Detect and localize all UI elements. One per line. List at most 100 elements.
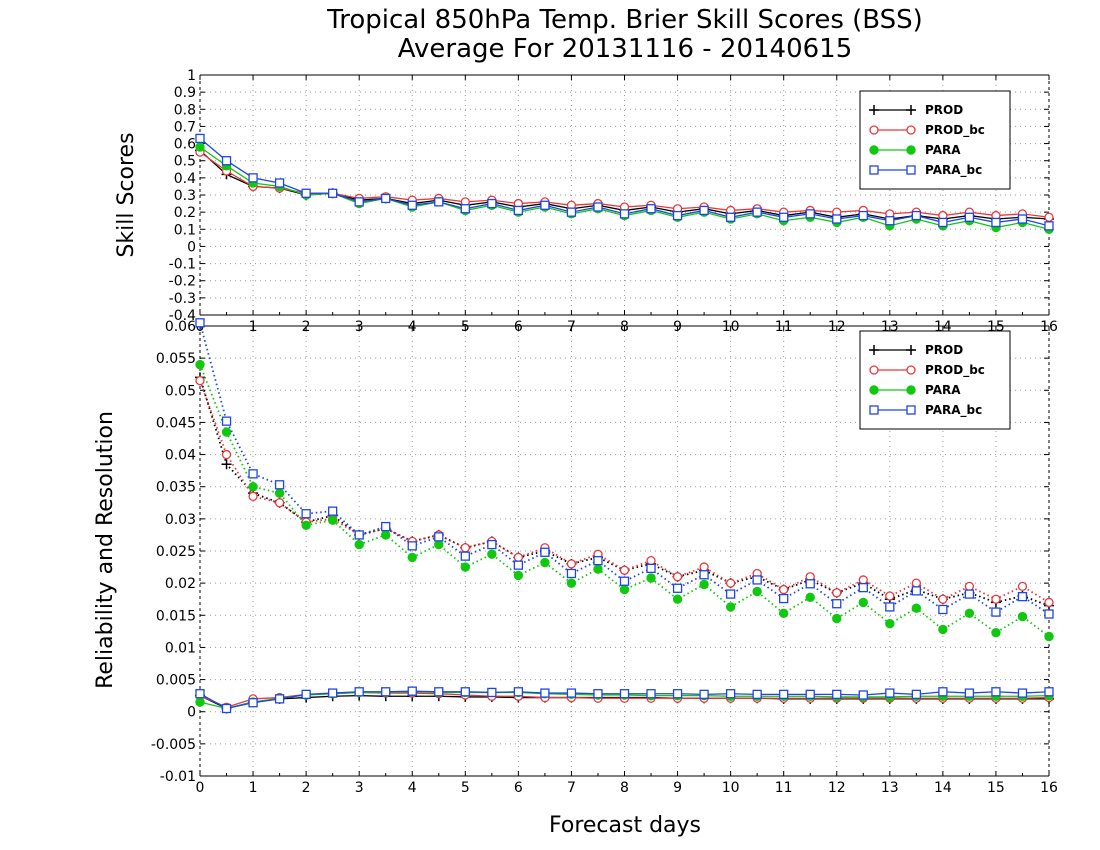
bottom-ytick-label: 0.06 (165, 319, 196, 335)
bottom-point-para (778, 608, 789, 619)
top-legend: PROD PROD_bc PARA PARA_bc (859, 90, 1011, 190)
top-panel-skill-scores: 012345678910111213141516-0.4-0.3-0.2-0.1… (169, 68, 1058, 335)
bottom-point-para_bc (434, 687, 444, 697)
bottom-xtick-label: 12 (828, 780, 846, 796)
top-point-para_bc (301, 188, 311, 198)
top-point-para_bc (434, 197, 444, 207)
bottom-point-para (699, 579, 709, 590)
bottom-point-para (540, 557, 550, 568)
bottom-point-para_bc (540, 547, 550, 557)
top-point-para_bc (699, 205, 709, 216)
bottom-point-prod_bc (911, 578, 921, 588)
bottom-point-prod_bc (672, 572, 683, 582)
bottom-xtick-label: 5 (461, 780, 470, 796)
top-grid (200, 75, 1049, 315)
bottom-point-prod_bc (566, 559, 577, 569)
bottom-ytick-label: 0.005 (156, 673, 196, 689)
top-ytick-label: -0.2 (169, 274, 196, 290)
bottom-point-para_bc (540, 688, 550, 698)
bottom-panel-reliability-resolution: 0 1 2 3 4 5 6 7 8 9 10 11 12 13 14 15 16-0.01-0.00500.00… (151, 318, 1058, 796)
bottom-point-prod_bc (1044, 597, 1054, 608)
top-ytick-label: 0.1 (174, 222, 196, 238)
bottom-point-prod_bc (1017, 581, 1028, 592)
bottom-xtick-label: 3 (355, 780, 364, 796)
bottom-legend-label: PARA (925, 383, 961, 397)
bottom-point-para_bc (858, 582, 868, 593)
bottom-series-para-bc-lower (195, 686, 1054, 714)
top-point-para_bc (540, 200, 550, 210)
top-ytick-label: -0.3 (169, 291, 196, 307)
bottom-point-para_bc (991, 607, 1001, 617)
top-point-para_bc (221, 156, 232, 166)
top-point-para_bc (964, 212, 975, 222)
bottom-point-para_bc (221, 703, 232, 714)
top-ytick-label: 0.6 (174, 137, 196, 153)
bottom-ytick-label: 0.025 (156, 544, 196, 560)
bottom-xtick-label: 7 (567, 780, 576, 796)
chart-title-line1: Tropical 850hPa Temp. Brier Skill Scores… (326, 5, 923, 35)
bottom-point-para_bc (699, 570, 709, 580)
bottom-ytick-label: 0.01 (165, 640, 196, 656)
bottom-point-para_bc (646, 689, 656, 699)
bottom-point-para_bc (885, 688, 895, 698)
bottom-point-para_bc (779, 689, 789, 700)
bottom-point-para_bc (460, 551, 470, 561)
bottom-point-para (911, 603, 922, 613)
top-ytick-label: 0.4 (174, 171, 196, 187)
top-point-para_bc (248, 173, 258, 183)
bottom-point-para_bc (301, 509, 311, 519)
top-legend-entry-prod_bc: PROD_bc (869, 123, 985, 138)
top-point-para_bc (991, 217, 1001, 228)
bottom-legend-marker-end (906, 345, 916, 355)
top-point-para_bc (1017, 214, 1028, 224)
bottom-point-para_bc (593, 555, 603, 566)
bottom-point-para_bc (248, 698, 258, 708)
bottom-legend-marker-start (869, 385, 879, 395)
bottom-point-para_bc (248, 469, 258, 479)
bottom-point-para (805, 592, 815, 602)
bottom-point-para_bc (672, 583, 683, 593)
bottom-legend-entry-para_bc: PARA_bc (869, 403, 982, 418)
bottom-ytick-label: 0.035 (156, 480, 196, 496)
bottom-point-para_bc (1044, 609, 1054, 619)
bottom-point-para_bc (195, 318, 205, 328)
bottom-legend-marker-end (906, 365, 916, 375)
bottom-point-para_bc (938, 604, 948, 615)
bottom-legend-label: PARA_bc (925, 403, 982, 418)
bottom-point-para_bc (381, 521, 391, 532)
bottom-xtick-label: 13 (881, 780, 899, 796)
top-legend-label: PARA (925, 143, 961, 157)
bottom-point-para (195, 697, 205, 707)
top-point-para_bc (725, 212, 736, 222)
top-point-para_bc (1044, 221, 1054, 231)
bottom-point-para (1017, 611, 1028, 622)
bottom-point-para_bc (328, 506, 338, 516)
bottom-xtick-label: 2 (302, 780, 311, 796)
bottom-point-para (301, 520, 311, 530)
bottom-xtick-label: 9 (673, 780, 682, 796)
bottom-ytick-label: -0.01 (160, 769, 196, 785)
bottom-xtick-label: 6 (514, 780, 523, 796)
bottom-point-prod_bc (832, 588, 842, 598)
bottom-point-prod_bc (991, 594, 1001, 604)
bottom-point-para_bc (195, 689, 205, 699)
bottom-point-prod_bc (195, 375, 205, 386)
top-point-para_bc (938, 217, 948, 228)
bottom-y-axis-label: Reliability and Resolution (93, 411, 118, 689)
top-ytick-label: -0.1 (169, 257, 196, 273)
bottom-point-para_bc (619, 689, 630, 699)
bottom-legend-entry-prod: PROD (869, 343, 963, 357)
top-legend-marker-start (869, 145, 879, 155)
top-series-para-bc (195, 133, 1054, 231)
bottom-point-para_bc (752, 689, 762, 700)
bottom-point-prod_bc (248, 491, 258, 502)
bottom-point-para_bc (858, 690, 868, 700)
top-point-para_bc (752, 207, 762, 217)
bottom-legend-marker-start (869, 405, 879, 415)
top-legend-marker-end (906, 125, 916, 135)
bottom-line-para_bc (199, 322, 1050, 615)
bottom-ytick-label: 0.04 (165, 448, 196, 464)
bottom-point-para_bc (407, 686, 417, 696)
bottom-point-para (752, 586, 762, 597)
bottom-legend-label: PROD (925, 343, 963, 357)
